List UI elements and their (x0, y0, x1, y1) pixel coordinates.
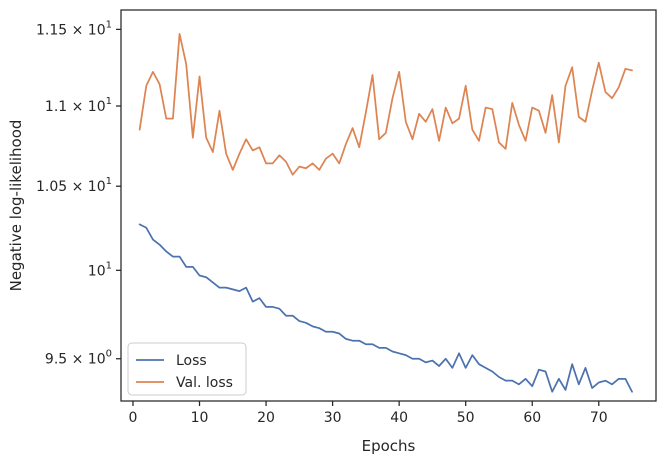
x-tick-label: 30 (324, 410, 342, 426)
y-tick-label: 9.5 × 100 (45, 349, 112, 368)
x-tick-label: 60 (523, 410, 541, 426)
y-tick-label: 1.1 × 101 (45, 96, 112, 115)
legend-label-val-loss: Val. loss (176, 375, 233, 391)
x-tick-label: 20 (257, 410, 275, 426)
x-tick-label: 70 (590, 410, 608, 426)
x-tick-label: 0 (129, 410, 138, 426)
series-line-val-loss (138, 33, 633, 176)
x-axis-label: Epochs (362, 437, 416, 455)
series-layer (138, 33, 633, 393)
legend-label-loss: Loss (176, 353, 207, 369)
y-tick-label: 1.15 × 101 (36, 19, 112, 38)
legend: Loss Val. loss (127, 342, 247, 396)
x-tick-label: 10 (191, 410, 209, 426)
plot-area (121, 10, 656, 401)
x-tick-label: 40 (390, 410, 408, 426)
y-axis-label: Negative log-likelihood (7, 120, 25, 292)
x-tick-label: 50 (457, 410, 475, 426)
axes-frame (120, 9, 657, 402)
series-line-loss (138, 223, 633, 393)
x-axis-ticks: 0 10 20 30 40 50 60 70 (129, 401, 608, 426)
y-tick-label: 1.05 × 101 (36, 176, 112, 195)
